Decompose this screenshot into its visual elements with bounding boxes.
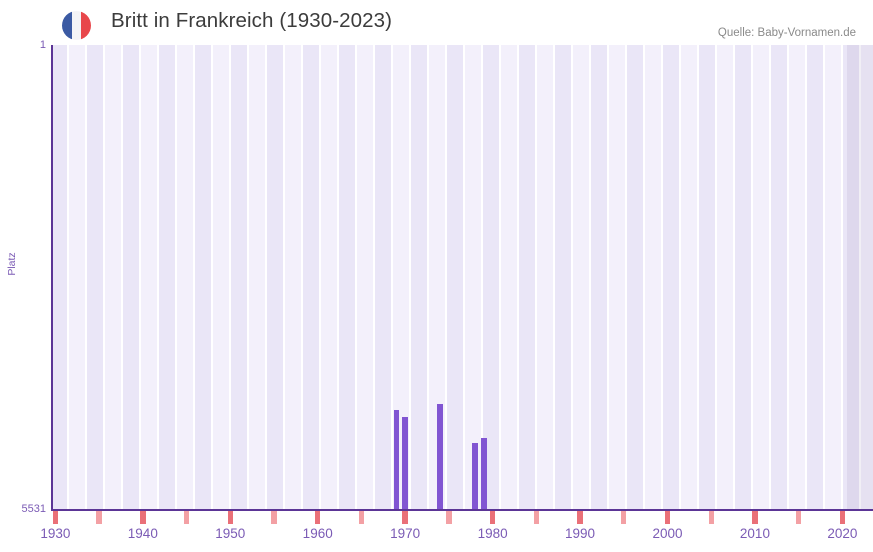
y-axis-title: Platz	[6, 252, 18, 276]
x-axis-label: 1990	[565, 526, 596, 541]
x-axis-labels: 1930 1940 1950 1960 1970 1980 1990 2000 2010 2020	[0, 526, 873, 548]
x-tick-major	[227, 511, 233, 524]
x-tick-minor	[183, 511, 190, 524]
bar	[481, 438, 487, 510]
x-tick-major	[140, 511, 146, 524]
x-tick-major	[839, 511, 846, 524]
y-axis-line	[51, 45, 53, 511]
x-tick-minor	[271, 511, 277, 524]
bar-series	[51, 45, 873, 510]
x-tick-minor	[533, 511, 540, 524]
x-axis-label: 1930	[40, 526, 71, 541]
x-tick-major	[664, 511, 671, 524]
future-shaded-region	[846, 45, 873, 510]
x-tick-minor	[621, 511, 627, 524]
x-tick-major	[489, 511, 496, 524]
x-tick-minor	[795, 511, 802, 524]
x-axis-label: 2020	[827, 526, 858, 541]
flag-band-blue	[62, 11, 72, 40]
x-axis-label: 2010	[739, 526, 770, 541]
bar	[393, 409, 400, 510]
source-attribution: Quelle: Baby-Vornamen.de	[717, 27, 856, 39]
x-axis-label: 1940	[127, 526, 158, 541]
x-axis-label: 1970	[390, 526, 421, 541]
bar	[402, 416, 408, 510]
x-tick-minor	[446, 511, 452, 524]
y-axis-top-label: 1	[39, 39, 46, 51]
x-tick-minor	[708, 511, 714, 524]
x-tick-major	[52, 511, 59, 524]
x-tick-major	[752, 511, 758, 524]
x-axis-ticks	[51, 511, 873, 525]
x-axis-label: 1950	[215, 526, 246, 541]
chart-header: Britt in Frankreich (1930-2023) Quelle: …	[0, 0, 873, 44]
x-tick-major	[402, 511, 408, 524]
x-tick-major	[577, 511, 583, 524]
x-axis-label: 1980	[477, 526, 508, 541]
x-axis-label: 2000	[652, 526, 683, 541]
x-axis-label: 1960	[302, 526, 333, 541]
flag-band-red	[81, 11, 91, 40]
x-axis-line	[51, 509, 873, 511]
y-axis-bottom-label: 5531	[21, 503, 46, 515]
x-tick-minor	[96, 511, 102, 524]
x-tick-major	[315, 511, 321, 524]
flag-band-white	[71, 11, 82, 40]
bar	[437, 403, 443, 510]
bar	[472, 442, 478, 510]
france-flag-icon	[62, 11, 91, 40]
plot-wrapper	[51, 45, 873, 510]
plot-area	[51, 45, 873, 510]
grid-cells	[51, 45, 873, 510]
x-tick-minor	[358, 511, 365, 524]
page-title: Britt in Frankreich (1930-2023)	[111, 9, 393, 32]
